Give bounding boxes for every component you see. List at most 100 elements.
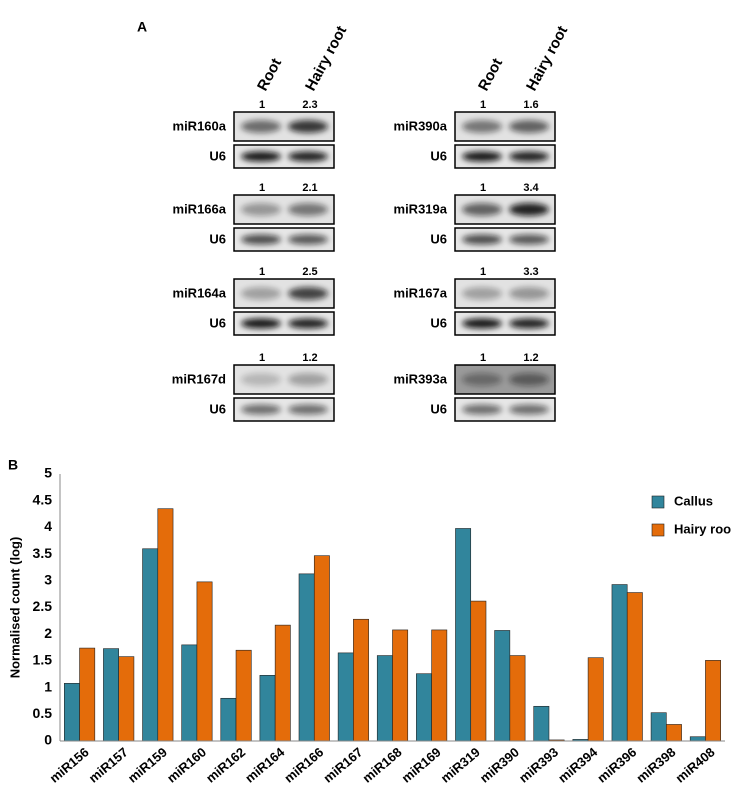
blot-band [288, 318, 328, 329]
blot-frame [454, 311, 556, 336]
legend-label: Hairy root [674, 521, 731, 536]
bar [181, 644, 198, 742]
x-tick-label: miR408 [673, 744, 718, 785]
mirna-label: miR160a [173, 118, 227, 133]
legend-swatch [651, 495, 665, 509]
blot-band [509, 318, 549, 329]
loading-label: U6 [430, 315, 447, 330]
blot-frame [454, 144, 556, 169]
loading-label: U6 [209, 231, 226, 246]
loading-label: U6 [430, 401, 447, 416]
bar [494, 630, 511, 742]
bar [313, 555, 330, 742]
blot-band [462, 373, 502, 386]
column-header: Hairy root [523, 23, 571, 94]
loading-label: U6 [430, 148, 447, 163]
blot-band [509, 404, 549, 415]
y-tick-label: 1.5 [33, 652, 53, 668]
bar [431, 629, 448, 742]
bar [509, 655, 526, 742]
ratio-label: 1 [259, 352, 265, 364]
bar [666, 724, 682, 742]
bar [587, 657, 604, 742]
ratio-label: 3.3 [523, 266, 538, 278]
blot-band [509, 120, 549, 133]
legend-swatch [651, 523, 665, 537]
bar [64, 683, 80, 742]
mirna-label: miR319a [394, 201, 448, 216]
loading-label: U6 [430, 231, 447, 246]
panel-label: A [137, 19, 147, 35]
bar [103, 648, 119, 742]
ratio-label: 1 [480, 266, 486, 278]
loading-label: U6 [209, 148, 226, 163]
y-tick-label: 3.5 [33, 545, 53, 561]
bar [235, 649, 252, 742]
blot-band [241, 287, 281, 300]
bar [142, 548, 159, 742]
ratio-label: 1 [480, 99, 486, 111]
y-tick-label: 1 [44, 678, 52, 694]
bar [353, 618, 369, 742]
x-tick-label: miR159 [125, 744, 170, 785]
x-tick-label: miR396 [594, 744, 639, 785]
x-tick-label: miR398 [633, 744, 678, 785]
mirna-label: miR167a [394, 285, 448, 300]
column-header: Root [254, 56, 285, 94]
blot-band [462, 151, 502, 162]
blot-band [462, 234, 502, 245]
blot-band [462, 404, 502, 415]
ratio-label: 1 [259, 266, 265, 278]
x-tick-label: miR166 [281, 744, 326, 785]
y-tick-label: 3 [44, 572, 52, 588]
x-tick-label: miR390 [477, 744, 522, 785]
blot-band [288, 234, 328, 245]
blot-band [462, 287, 502, 300]
x-tick-label: miR160 [164, 744, 209, 785]
ratio-label: 1 [480, 352, 486, 364]
ratio-label: 2.1 [302, 182, 317, 194]
y-tick-label: 5 [44, 465, 52, 481]
ratio-label: 1 [259, 182, 265, 194]
blot-band [241, 234, 281, 245]
x-tick-label: miR164 [242, 744, 288, 786]
blot-band [241, 203, 281, 216]
blot-band [288, 151, 328, 162]
legend-label: Callus [674, 493, 713, 508]
x-tick-label: miR156 [47, 744, 92, 785]
mirna-label: miR390a [394, 118, 448, 133]
loading-label: U6 [209, 315, 226, 330]
bar [533, 705, 550, 742]
y-tick-label: 0 [44, 732, 52, 748]
ratio-label: 1.6 [523, 99, 538, 111]
ratio-label: 1.2 [302, 352, 317, 364]
x-tick-label: miR319 [438, 744, 483, 785]
bar [626, 592, 643, 742]
bar [259, 675, 276, 742]
y-tick-label: 4.5 [33, 491, 53, 507]
blot-band [509, 287, 549, 300]
bar [274, 624, 291, 742]
bar [689, 736, 706, 742]
blot-band [288, 287, 328, 300]
blot-frame [233, 397, 335, 422]
blot-band [509, 373, 549, 386]
y-tick-label: 2.5 [33, 598, 53, 614]
x-tick-label: miR167 [320, 744, 365, 785]
x-tick-label: miR394 [555, 744, 601, 786]
x-tick-label: miR393 [516, 744, 561, 785]
x-tick-label: miR157 [86, 744, 131, 785]
column-header: Root [475, 56, 506, 94]
blot-frame [454, 227, 556, 252]
mirna-label: miR164a [173, 285, 227, 300]
bar [79, 647, 96, 742]
column-header: Hairy root [302, 23, 350, 94]
bar [157, 508, 174, 742]
blot-band [462, 120, 502, 133]
bar [196, 581, 213, 742]
bar [650, 712, 667, 742]
bar [376, 655, 393, 742]
panel-label: B [8, 457, 18, 473]
bar [416, 673, 432, 742]
